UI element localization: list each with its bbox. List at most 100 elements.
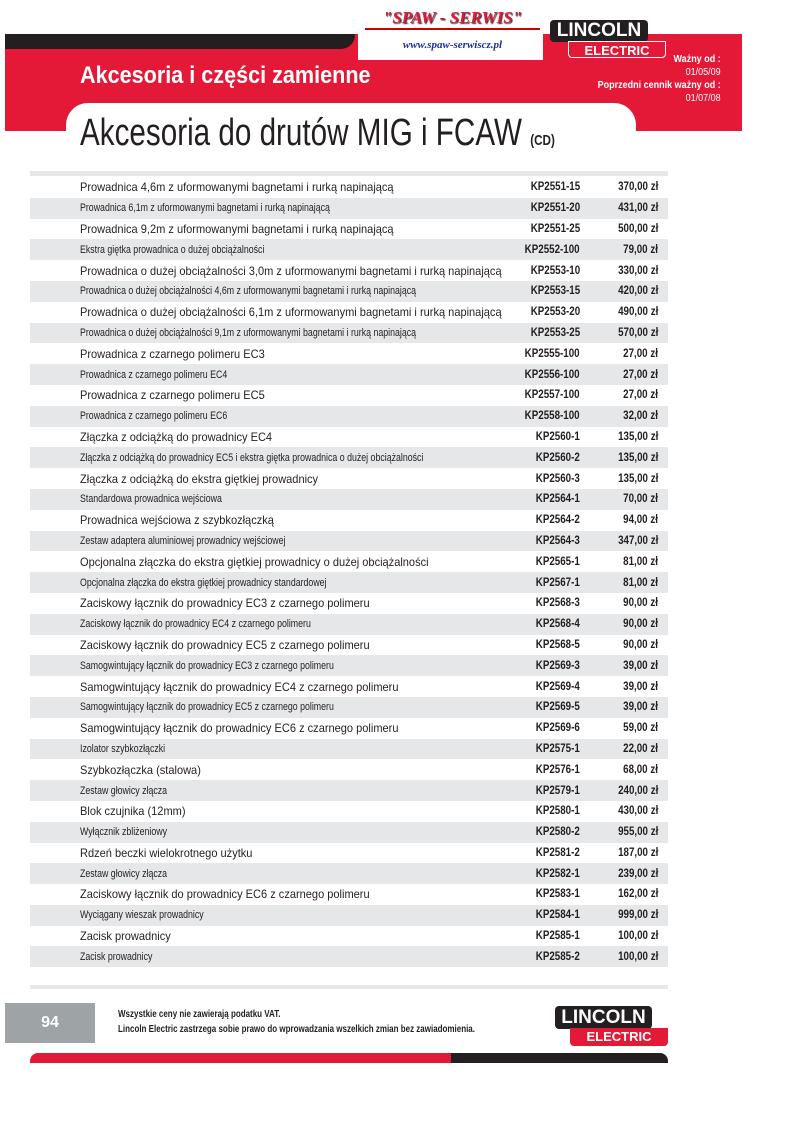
item-description: Prowadnica o dużej obciążalności 4,6m z … [80, 285, 417, 298]
table-row: Złączka z odciążką do prowadnicy EC5 i e… [30, 447, 668, 469]
item-code: KP2555-100 [525, 347, 580, 360]
item-price: 431,00 zł [617, 202, 658, 215]
table-row: Prowadnica 6,1m z uformowanymi bagnetami… [30, 197, 668, 219]
item-code: KP2565-1 [535, 555, 580, 568]
table-row: Prowadnica o dużej obciążalności 3,0m z … [30, 260, 668, 281]
item-price: 39,00 zł [623, 680, 658, 693]
item-code: KP2564-2 [535, 514, 580, 527]
item-description: Zaciskowy łącznik do prowadnicy EC3 z cz… [80, 596, 370, 611]
table-row: Prowadnica 9,2m z uformowanymi bagnetami… [30, 219, 668, 240]
item-code: KP2584-1 [535, 909, 580, 922]
item-description: Zestaw adaptera aluminiowej prowadnicy w… [80, 534, 286, 547]
item-description: Zestaw głowicy złącza [80, 784, 168, 797]
item-code: KP2581-2 [535, 846, 580, 859]
item-price: 27,00 zł [623, 389, 658, 402]
item-price: 162,00 zł [617, 888, 658, 901]
lincoln-logo: LINCOLN [550, 20, 648, 42]
item-price: 330,00 zł [617, 264, 658, 277]
dealer-logo-box [358, 0, 543, 60]
item-description: Prowadnica o dużej obciążalności 6,1m z … [80, 305, 502, 320]
item-description: Złączka z odciążką do prowadnicy EC4 [80, 429, 273, 444]
item-description: Rdzeń beczki wielokrotnego użytku [80, 845, 253, 860]
validity-info: Ważny od : 01/05/09 Poprzedni cennik waż… [598, 53, 721, 105]
item-description: Złączka z odciążką do prowadnicy EC5 i e… [80, 451, 424, 464]
item-price: 81,00 zł [623, 576, 658, 589]
item-price: 22,00 zł [623, 742, 658, 755]
table-bottom-divider [30, 985, 668, 989]
item-description: Prowadnica z czarnego polimeru EC5 [80, 388, 265, 403]
item-code: KP2568-5 [535, 638, 580, 651]
item-description: Szybkozłączka (stalowa) [80, 762, 201, 777]
item-description: Prowadnica z czarnego polimeru EC4 [80, 368, 228, 381]
item-code: KP2564-3 [535, 534, 580, 547]
item-price: 79,00 zł [623, 243, 658, 256]
item-description: Złączka z odciążką do ekstra giętkiej pr… [80, 471, 319, 486]
item-price: 570,00 zł [617, 326, 658, 339]
item-price: 27,00 zł [623, 347, 658, 360]
item-description: Opcjonalna złączka do ekstra giętkiej pr… [80, 576, 327, 589]
table-row: Zaciskowy łącznik do prowadnicy EC4 z cz… [30, 613, 668, 635]
valid-from-label: Ważny od : [673, 54, 721, 65]
item-description: Samogwintujący łącznik do prowadnicy EC3… [80, 659, 334, 672]
electric-logo: ELECTRIC [568, 41, 666, 58]
price-table: Prowadnica 4,6m z uformowanymi bagnetami… [30, 177, 668, 968]
item-code: KP2568-4 [535, 618, 580, 631]
item-code: KP2564-1 [535, 493, 580, 506]
table-row: Zaciskowy łącznik do prowadnicy EC5 z cz… [30, 635, 668, 656]
item-price: 370,00 zł [617, 181, 658, 194]
item-price: 999,00 zł [617, 909, 658, 922]
table-row: Złączka z odciążką do prowadnicy EC4 KP25… [30, 427, 668, 448]
table-row: Wyciągany wieszak prowadnicy KP2584-1 999,… [30, 904, 668, 926]
item-description: Izolator szybkozłączki [80, 742, 166, 755]
item-description: Prowadnica 6,1m z uformowanymi bagnetami… [80, 202, 330, 215]
header-black-bar [5, 34, 355, 49]
item-price: 90,00 zł [623, 638, 658, 651]
item-code: KP2585-1 [535, 930, 580, 943]
table-row: Prowadnica o dużej obciążalności 9,1m z … [30, 322, 668, 344]
dealer-url[interactable]: www.spaw-serwiscz.pl [402, 39, 503, 51]
page-title-text: Akcesoria do drutów MIG i FCAW [80, 112, 522, 154]
item-code: KP2557-100 [525, 389, 580, 402]
item-price: 430,00 zł [617, 805, 658, 818]
table-row: Szybkozłączka (stalowa) KP2576-1 68,00 zł [30, 759, 668, 780]
item-description: Standardowa prowadnica wejściowa [80, 493, 222, 506]
table-row: Samogwintujący łącznik do prowadnicy EC5… [30, 696, 668, 718]
item-description: Zaciskowy łącznik do prowadnicy EC5 z cz… [80, 637, 370, 652]
item-description: Zacisk prowadnicy [80, 929, 171, 944]
item-price: 39,00 zł [623, 659, 658, 672]
table-row: Opcjonalna złączka do ekstra giętkiej pr… [30, 572, 668, 593]
item-code: KP2580-1 [535, 805, 580, 818]
item-description: Zestaw głowicy złącza [80, 867, 168, 880]
item-code: KP2551-15 [530, 181, 580, 194]
item-code: KP2575-1 [535, 742, 580, 755]
table-row: Rdzeń beczki wielokrotnego użytku KP2581-… [30, 843, 668, 864]
item-price: 70,00 zł [623, 493, 658, 506]
item-price: 39,00 zł [623, 701, 658, 714]
item-description: Samogwintujący łącznik do prowadnicy EC5… [80, 701, 334, 714]
item-price: 240,00 zł [617, 784, 658, 797]
item-code: KP2579-1 [535, 784, 580, 797]
table-row: Prowadnica z czarnego polimeru EC5 KP2557… [30, 385, 668, 406]
footer-lincoln-logo: LINCOLN [555, 1006, 652, 1029]
item-price: 135,00 zł [617, 451, 658, 464]
table-row: Zaciskowy łącznik do prowadnicy EC3 z cz… [30, 593, 668, 614]
item-code: KP2582-1 [535, 867, 580, 880]
page-title: Akcesoria do drutów MIG i FCAW (CD) [80, 112, 555, 155]
valid-from: 01/05/09 [685, 67, 721, 78]
title-tab [66, 103, 636, 183]
table-row: Opcjonalna złączka do ekstra giętkiej pr… [30, 551, 668, 572]
footer-note: Wszystkie ceny nie zawierają podatku VAT… [118, 1007, 475, 1037]
item-code: KP2569-6 [535, 722, 580, 735]
item-description: Samogwintujący łącznik do prowadnicy EC6… [80, 721, 399, 736]
item-description: Wyciągany wieszak prowadnicy [80, 909, 204, 922]
item-code: KP2552-100 [525, 243, 580, 256]
item-code: KP2567-1 [535, 576, 580, 589]
item-code: KP2569-5 [535, 701, 580, 714]
previous-date: 01/07/08 [685, 93, 721, 104]
dealer-logo: "SPAW - SERWIS" [365, 8, 540, 30]
item-price: 94,00 zł [623, 514, 658, 527]
section-title: Akcesoria i części zamienne [80, 62, 371, 89]
table-row: Zestaw głowicy złącza KP2582-1 239,00 zł [30, 863, 668, 885]
item-description: Zacisk prowadnicy [80, 950, 153, 963]
table-row: Samogwintujący łącznik do prowadnicy EC4… [30, 676, 668, 697]
